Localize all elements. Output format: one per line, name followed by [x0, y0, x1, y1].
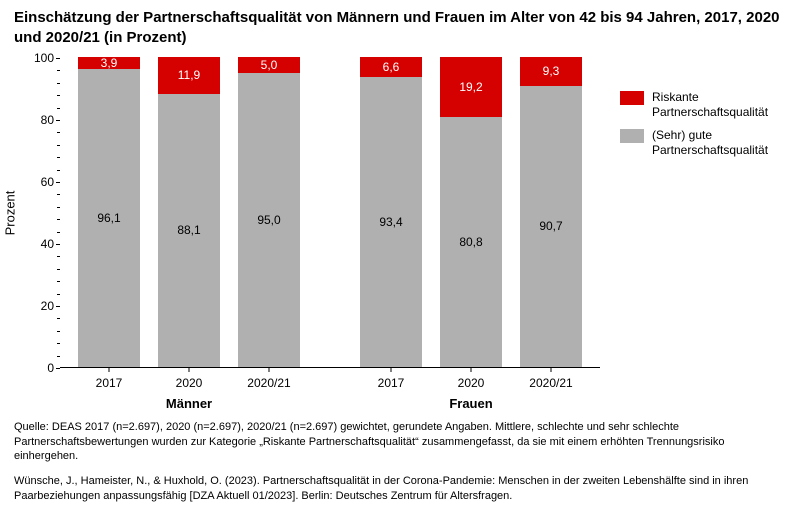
y-tick-label: 60: [24, 175, 54, 189]
bar-value-risky: 9,3: [520, 64, 582, 78]
bar-value-risky: 11,9: [158, 68, 220, 82]
bar-value-risky: 3,9: [78, 56, 140, 70]
x-tick-label: 2020: [458, 376, 485, 390]
footnotes: Quelle: DEAS 2017 (n=2.697), 2020 (n=2.6…: [14, 420, 786, 514]
footnote-source: Quelle: DEAS 2017 (n=2.697), 2020 (n=2.6…: [14, 420, 786, 465]
bar-value-good: 95,0: [238, 213, 300, 227]
bar-value-good: 93,4: [360, 215, 422, 229]
chart-title: Einschätzung der Partnerschaftsqualität …: [0, 0, 800, 51]
group-label: Männer: [166, 396, 212, 411]
bar: 95,0 5,0: [238, 57, 300, 367]
bar-value-good: 88,1: [158, 223, 220, 237]
y-axis-label: Prozent: [3, 191, 18, 236]
legend-swatch: [620, 129, 644, 143]
y-tick-label: 40: [24, 237, 54, 251]
x-tick: [391, 368, 392, 372]
x-tick: [471, 368, 472, 372]
legend-item: Riskante Partnerschaftsqualität: [620, 90, 790, 120]
bar-value-risky: 6,6: [360, 60, 422, 74]
x-tick-label: 2020/21: [529, 376, 572, 390]
group-label: Frauen: [449, 396, 492, 411]
y-tick: [56, 368, 60, 369]
x-tick-label: 2020/21: [247, 376, 290, 390]
legend: Riskante Partnerschaftsqualität (Sehr) gu…: [620, 90, 790, 166]
x-tick-label: 2020: [176, 376, 203, 390]
y-tick-label: 0: [24, 361, 54, 375]
footnote-citation: Wünsche, J., Hameister, N., & Huxhold, O…: [14, 474, 786, 504]
bar: 88,1 11,9: [158, 57, 220, 367]
bar: 80,8 19,2: [440, 57, 502, 367]
bar-value-good: 90,7: [520, 219, 582, 233]
x-tick: [269, 368, 270, 372]
x-tick-label: 2017: [378, 376, 405, 390]
legend-label: (Sehr) gute Partnerschaftsqualität: [652, 128, 790, 158]
bar-value-risky: 19,2: [440, 80, 502, 94]
bar-value-risky: 5,0: [238, 58, 300, 72]
x-tick-label: 2017: [96, 376, 123, 390]
y-tick-label: 20: [24, 299, 54, 313]
chart-area: Prozent 020406080100 96,13,988,111,995,0…: [60, 58, 600, 368]
bar-value-good: 96,1: [78, 211, 140, 225]
y-tick-label: 80: [24, 113, 54, 127]
x-tick: [109, 368, 110, 372]
bar: 93,4 6,6: [360, 57, 422, 367]
x-tick: [189, 368, 190, 372]
legend-item: (Sehr) gute Partnerschaftsqualität: [620, 128, 790, 158]
y-tick-label: 100: [24, 51, 54, 65]
legend-swatch: [620, 91, 644, 105]
bar: 96,1 3,9: [78, 57, 140, 367]
x-tick: [551, 368, 552, 372]
legend-label: Riskante Partnerschaftsqualität: [652, 90, 790, 120]
plot-region: 020406080100 96,13,988,111,995,05,093,46…: [60, 58, 600, 368]
bar: 90,7 9,3: [520, 57, 582, 367]
bar-value-good: 80,8: [440, 235, 502, 249]
